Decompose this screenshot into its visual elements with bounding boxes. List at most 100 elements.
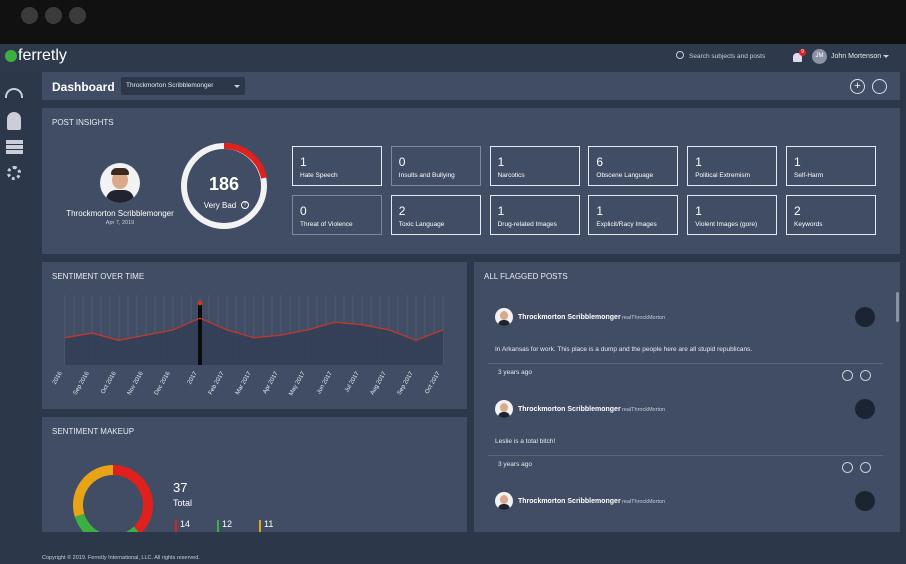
avatar-face [500,495,508,504]
post-divider [488,455,883,456]
category-box[interactable]: 6 Obscene Language [588,146,679,186]
footer: Copyright © 2019. Ferretly International… [42,555,200,561]
nav-bar: ferretly Search subjects and posts 9 JM … [0,44,906,71]
category-box[interactable]: 1 Drug-related Images [489,195,580,235]
user-menu-caret[interactable] [883,55,889,58]
category-label: Toxic Language [398,221,445,228]
nav-subjects[interactable] [7,112,21,130]
nav-settings[interactable] [7,166,21,180]
category-count: 1 [497,204,505,218]
notification-bell[interactable] [793,53,802,62]
category-box[interactable]: 1 Hate Speech [292,146,382,186]
download-button[interactable] [872,79,887,94]
category-count: 2 [398,204,406,218]
category-label: Obscene Language [596,172,654,179]
search-icon [676,51,684,59]
category-count: 1 [695,204,702,218]
dismiss-button[interactable] [842,370,853,381]
select-caret [234,85,240,88]
category-count: 2 [794,204,801,218]
category-count: 1 [695,155,702,169]
post-avatar [495,492,513,510]
post-author: Throckmorton Scribblemonger [518,406,621,413]
notification-badge: 9 [799,49,806,56]
help-icon[interactable]: ? [241,201,249,209]
category-box[interactable]: 1 Explicit/Racy Images [588,195,679,235]
category-label: Drug-related Images [497,221,557,228]
window-button[interactable] [69,7,86,24]
post-author: Throckmorton Scribblemonger [518,498,621,505]
total-label: Total [173,498,193,508]
nav-list[interactable] [6,140,23,154]
post-time: 3 years ago [498,369,532,376]
add-button[interactable]: + [850,79,865,94]
sentiment-over-time-panel: SENTIMENT OVER TIME [42,262,467,409]
category-label: Explicit/Racy Images [596,221,657,228]
category-label: Hate Speech [300,172,338,179]
post-handle: realThrockMorton [622,499,666,505]
post-handle: realThrockMorton [622,407,666,413]
window-button[interactable] [21,7,38,24]
avatar-body [498,412,510,418]
subject-date: Apr 7, 2019 [105,220,135,226]
comment-button[interactable] [860,370,871,381]
search-input[interactable]: Search subjects and posts [689,53,766,60]
sentiment-makeup-panel: SENTIMENT MAKEUP 37 Total [42,417,467,532]
panel-title: SENTIMENT MAKEUP [52,427,135,436]
subject-select[interactable]: Throckmorton Scribblemonger [121,77,245,95]
post-text: Leslie is a total bitch! [495,438,556,445]
dashboard-header: Dashboard Throckmorton Scribblemonger + [42,72,900,100]
category-box[interactable]: 1 Political Extremism [687,146,778,186]
category-box[interactable]: 1 Self-Harm [786,146,876,186]
category-box[interactable]: 1 Violent Images (gore) [687,195,778,235]
subject-avatar [100,163,140,203]
category-label: Narcotics [497,172,525,179]
category-label: Self-Harm [794,172,824,179]
category-count: 0 [300,204,307,218]
subject-name: Throckmorton Scribblemonger [66,209,174,218]
avatar-face [500,403,508,412]
total-count: 37 [173,480,188,495]
panel-title: POST INSIGHTS [52,118,114,127]
post-handle: realThrockMorton [622,315,666,321]
dismiss-button[interactable] [842,462,853,473]
nav-dashboard[interactable] [5,88,23,98]
category-count: 6 [596,155,604,169]
category-label: Insults and Bullying [398,172,455,179]
category-box[interactable]: 1 Narcotics [489,146,580,186]
brand[interactable]: ferretly [18,47,67,64]
post-avatar [495,400,513,418]
flagged-posts-panel: ALL FLAGGED POSTS Throckmorton Scribblem… [474,262,900,532]
post-insights-panel: POST INSIGHTS Throckmorton Scribblemonge… [42,108,900,254]
user-name[interactable]: John Mortenson [831,53,882,60]
user-avatar[interactable]: JM [812,49,827,64]
window-bar [0,0,906,44]
post-divider [488,363,883,364]
category-box[interactable]: 0 Insults and Bullying [390,146,481,186]
category-label: Keywords [794,221,823,228]
twitter-button[interactable] [855,307,875,327]
category-label: Political Extremism [695,172,751,179]
avatar-face [500,311,508,320]
comment-button[interactable] [860,462,871,473]
risk-score: 186 [208,174,240,194]
category-count: 1 [794,155,801,169]
category-label: Violent Images (gore) [695,221,758,228]
panel-title: ALL FLAGGED POSTS [484,272,568,281]
post-time: 3 years ago [498,461,532,468]
category-count: 1 [596,204,604,218]
category-count: 0 [398,155,406,169]
twitter-button[interactable] [855,399,875,419]
post-author: Throckmorton Scribblemonger [518,314,621,321]
scrollbar[interactable] [896,292,899,322]
post-avatar [495,308,513,326]
avatar-body [498,504,510,510]
panel-title: SENTIMENT OVER TIME [52,272,145,281]
window-button[interactable] [45,7,62,24]
category-box[interactable]: 2 Toxic Language [390,195,481,235]
category-box[interactable]: 2 Keywords [786,195,876,235]
category-box[interactable]: 0 Threat of Violence [292,195,382,235]
twitter-button[interactable] [855,491,875,511]
category-count: 1 [497,155,505,169]
